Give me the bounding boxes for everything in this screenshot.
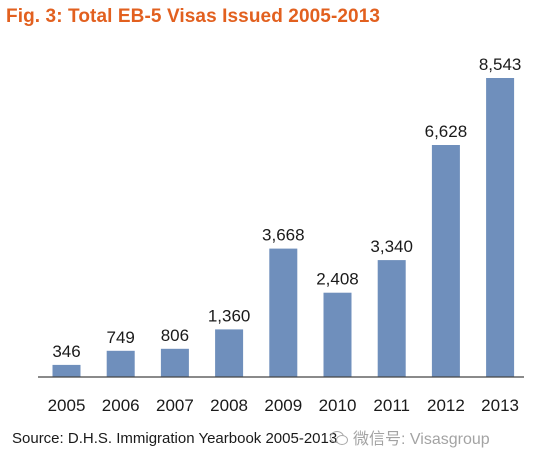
x-tick-label-2008: 2008 bbox=[210, 396, 248, 415]
value-label-2011: 3,340 bbox=[370, 237, 413, 256]
value-labels-group: 346 749 806 1,360 3,668 2,408 3,340 6,628 8,543 bbox=[52, 55, 521, 361]
wechat-icon bbox=[330, 430, 348, 445]
x-tick-label-2010: 2010 bbox=[319, 396, 357, 415]
chart-title: Fig. 3: Total EB-5 Visas Issued 2005-201… bbox=[6, 6, 381, 27]
bar-2011 bbox=[377, 260, 406, 377]
value-label-2010: 2,408 bbox=[316, 270, 359, 289]
x-tick-label-2005: 2005 bbox=[48, 396, 86, 415]
bar-2012 bbox=[431, 145, 460, 377]
tick-labels-group: 2005 2006 2007 2008 2009 2010 2011 2012 2013 bbox=[48, 396, 519, 415]
source-note: Source: D.H.S. Immigration Yearbook 2005… bbox=[12, 430, 338, 447]
x-tick-label-2011: 2011 bbox=[373, 396, 410, 415]
bar-2007 bbox=[160, 348, 189, 377]
bar-2005 bbox=[52, 364, 81, 377]
value-label-2007: 806 bbox=[161, 326, 189, 345]
x-tick-label-2006: 2006 bbox=[102, 396, 140, 415]
bar-2006 bbox=[106, 350, 135, 377]
value-label-2006: 749 bbox=[107, 328, 135, 347]
bar-2010 bbox=[323, 292, 352, 377]
value-label-2008: 1,360 bbox=[208, 306, 251, 325]
value-label-2012: 6,628 bbox=[425, 122, 468, 141]
bar-2013 bbox=[486, 78, 515, 377]
x-tick-label-2009: 2009 bbox=[264, 396, 302, 415]
bars-group bbox=[52, 78, 515, 377]
value-label-2009: 3,668 bbox=[262, 226, 305, 245]
watermark-text: 微信号: Visasgroup bbox=[353, 431, 490, 448]
bar-2009 bbox=[269, 248, 298, 377]
bar-2008 bbox=[215, 329, 244, 377]
watermark: 微信号: Visasgroup bbox=[330, 425, 490, 449]
x-tick-label-2007: 2007 bbox=[156, 396, 194, 415]
value-label-2005: 346 bbox=[52, 342, 80, 361]
x-tick-label-2012: 2012 bbox=[427, 396, 465, 415]
value-label-2013: 8,543 bbox=[479, 55, 522, 74]
x-tick-label-2013: 2013 bbox=[481, 396, 519, 415]
